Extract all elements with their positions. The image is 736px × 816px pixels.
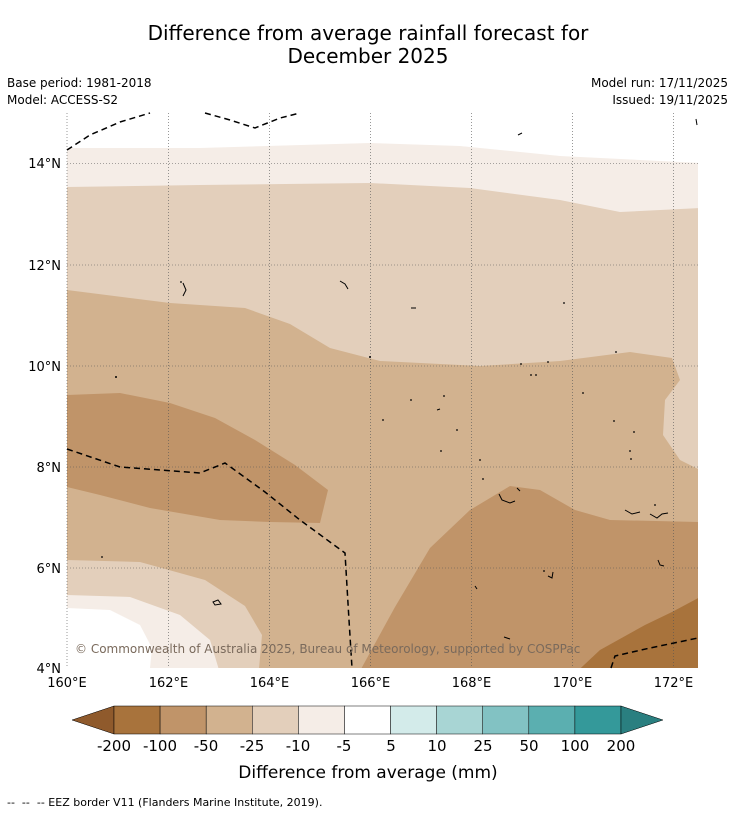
colorbar-tick-label: 10 xyxy=(427,737,446,755)
lon-label: 172°E xyxy=(654,676,694,691)
colorbar-tick-label: -100 xyxy=(143,737,177,755)
colorbar-swatch xyxy=(528,705,576,735)
island-atoll xyxy=(212,599,222,606)
issued-date: Issued: 19/11/2025 xyxy=(612,93,728,107)
title-line-2: December 2025 xyxy=(287,44,449,68)
colorbar-swatch xyxy=(252,705,299,735)
metadata-right: Model run: 17/11/2025 Issued: 19/11/2025 xyxy=(591,75,728,109)
copyright-notice: © Commonwealth of Australia 2025, Bureau… xyxy=(75,642,580,656)
lon-label: 160°E xyxy=(47,676,87,691)
island-dots xyxy=(101,281,656,572)
lat-label: 12°N xyxy=(28,259,61,274)
map-title: Difference from average rainfall forecas… xyxy=(0,22,736,68)
colorbar-tick-label: -10 xyxy=(286,737,311,755)
lon-label: 170°E xyxy=(553,676,593,691)
colorbar-tick-label: -50 xyxy=(194,737,219,755)
gridlines xyxy=(66,113,698,668)
colorbar-arrow-high xyxy=(620,705,664,735)
island-atoll xyxy=(547,571,554,579)
eez-border-north xyxy=(66,112,151,151)
contour-minus200 xyxy=(580,598,698,668)
colorbar-title: Difference from average (mm) xyxy=(238,763,497,783)
latitude-labels: 14°N 12°N 10°N 8°N 6°N 4°N xyxy=(28,157,61,677)
lon-label: 166°E xyxy=(351,676,391,691)
model-name: Model: ACCESS-S2 xyxy=(7,93,119,107)
eez-border-southeast xyxy=(610,637,699,669)
island-atoll xyxy=(649,512,669,519)
lon-label: 168°E xyxy=(452,676,492,691)
lon-label: 164°E xyxy=(250,676,290,691)
colorbar-tick-label: 200 xyxy=(607,737,636,755)
lat-label: 4°N xyxy=(37,662,62,677)
colorbar-tick-label: 25 xyxy=(473,737,492,755)
island-atoll xyxy=(516,487,521,492)
contour-minus5-sw xyxy=(67,608,152,668)
rainfall-contours xyxy=(67,113,698,668)
colorbar-swatch xyxy=(205,705,253,735)
contour-minus100-south xyxy=(361,486,698,668)
eez-borders xyxy=(66,112,699,669)
islands xyxy=(182,118,698,640)
base-period: Base period: 1981-2018 xyxy=(7,76,152,90)
lat-label: 10°N xyxy=(28,360,61,375)
colorbar-swatch xyxy=(159,705,207,735)
island-atoll xyxy=(695,118,698,126)
colorbar-tick-label: -200 xyxy=(97,737,131,755)
colorbar-swatch xyxy=(574,705,622,735)
metadata-left: Base period: 1981-2018 Model: ACCESS-S2 xyxy=(7,75,152,109)
island-atoll xyxy=(498,493,516,504)
island-atoll xyxy=(436,408,441,411)
contour-minus100-west xyxy=(67,393,328,523)
colorbar-labels: -200 -100 -50 -25 -10 -5 5 10 25 50 100 … xyxy=(97,737,635,755)
lat-label: 14°N xyxy=(28,157,61,172)
colorbar-swatch xyxy=(113,705,161,735)
colorbar-swatch xyxy=(436,705,483,735)
island-atoll xyxy=(182,282,187,297)
island-atoll xyxy=(624,509,641,515)
colorbar-swatch xyxy=(344,705,391,735)
longitude-labels: 160°E 162°E 164°E 166°E 168°E 170°E 172°… xyxy=(47,676,693,691)
colorbar-tick-label: -5 xyxy=(337,737,352,755)
colorbar: -200 -100 -50 -25 -10 -5 5 10 25 50 100 … xyxy=(71,705,664,783)
lat-label: 6°N xyxy=(37,562,62,577)
eez-border-north-2 xyxy=(204,112,301,129)
title-line-1: Difference from average rainfall forecas… xyxy=(147,21,589,45)
eez-border-middle xyxy=(66,448,353,669)
colorbar-swatches xyxy=(71,705,664,735)
colorbar-tick-label: -25 xyxy=(240,737,265,755)
model-run: Model run: 17/11/2025 xyxy=(590,76,728,90)
colorbar-tick-label: 50 xyxy=(519,737,538,755)
colorbar-arrow-low xyxy=(71,705,115,735)
island-atoll xyxy=(474,585,478,590)
island-atoll xyxy=(339,280,349,290)
legend-footnote: -- -- -- EEZ border V11 (Flanders Marine… xyxy=(7,796,323,809)
island-atoll xyxy=(657,559,665,567)
colorbar-swatch xyxy=(298,705,345,735)
lat-label: 8°N xyxy=(37,461,62,476)
colorbar-tick-label: 100 xyxy=(561,737,590,755)
island-atoll xyxy=(503,636,511,640)
lon-label: 162°E xyxy=(149,676,189,691)
colorbar-swatch xyxy=(390,705,437,735)
colorbar-tick-label: 5 xyxy=(386,737,396,755)
island-atoll xyxy=(517,132,523,136)
colorbar-swatch xyxy=(482,705,530,735)
